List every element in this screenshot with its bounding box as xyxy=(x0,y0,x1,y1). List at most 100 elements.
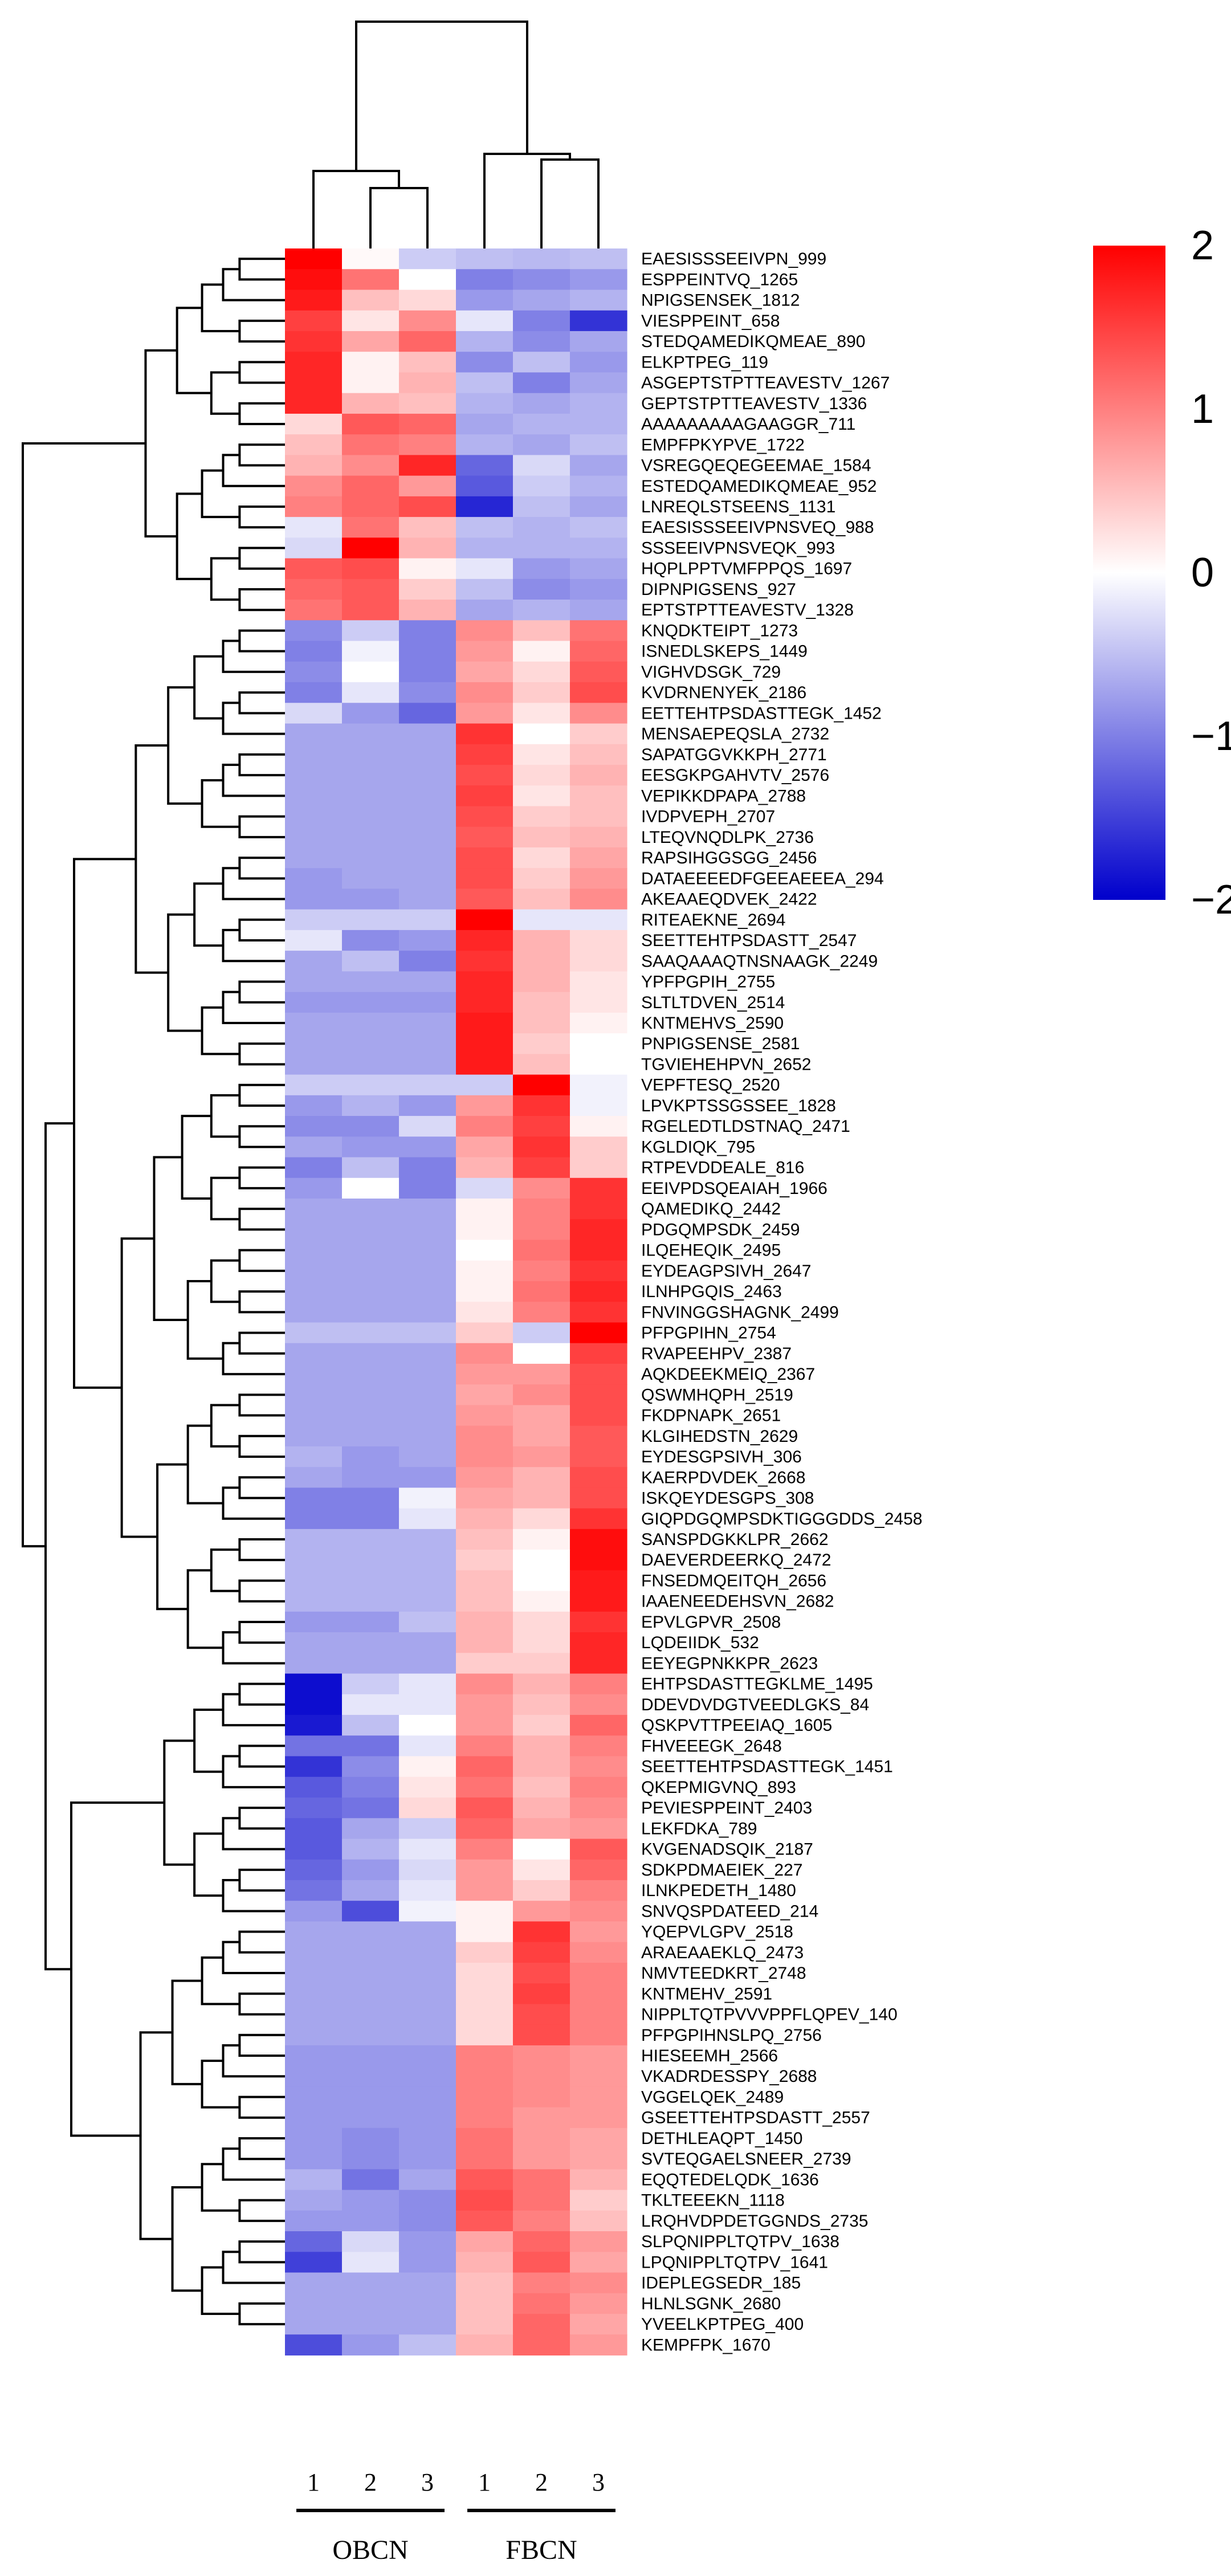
heatmap-cell xyxy=(570,393,627,414)
heatmap-cell xyxy=(513,1880,570,1901)
dendrogram-branch xyxy=(222,702,285,735)
heatmap-cell xyxy=(570,1260,627,1282)
heatmap-cell xyxy=(399,1901,456,1922)
heatmap-cell xyxy=(342,2024,400,2046)
heatmap-cell xyxy=(513,1591,570,1612)
heatmap-cell xyxy=(570,331,627,352)
heatmap-cell xyxy=(399,620,456,642)
group-label: OBCN xyxy=(332,2535,408,2565)
dendrogram-branch xyxy=(238,857,285,880)
heatmap-cell xyxy=(456,1281,513,1302)
heatmap-cell xyxy=(285,2252,343,2273)
heatmap-cell xyxy=(513,826,570,848)
row-label: LPQNIPPLTQTPV_1641 xyxy=(641,2253,828,2272)
heatmap-cell xyxy=(513,1281,570,1302)
heatmap-cell xyxy=(513,475,570,497)
heatmap-cell xyxy=(285,1611,343,1633)
heatmap-cell xyxy=(570,1942,627,1963)
dendrogram-branch xyxy=(171,1979,202,2085)
heatmap-cell xyxy=(513,1715,570,1736)
heatmap-cell xyxy=(342,578,400,600)
dendrogram-branch xyxy=(201,2060,240,2109)
heatmap-cell xyxy=(456,537,513,559)
heatmap-cell xyxy=(513,1012,570,1034)
heatmap-cell xyxy=(570,909,627,931)
heatmap-cell xyxy=(513,1839,570,1860)
heatmap-cell xyxy=(399,600,456,621)
dendrogram-branch xyxy=(238,1868,285,1892)
heatmap-cell xyxy=(570,1756,627,1778)
dendrogram-branch xyxy=(193,1832,223,1897)
heatmap-cell xyxy=(342,661,400,683)
heatmap-cell xyxy=(285,372,343,394)
column-label: 2 xyxy=(535,2468,548,2496)
row-label: FNVINGGSHAGNK_2499 xyxy=(641,1303,839,1322)
heatmap-cell xyxy=(285,2086,343,2108)
dendrogram-branch xyxy=(186,1280,223,1360)
heatmap-cell xyxy=(399,847,456,869)
heatmap-cell xyxy=(399,1611,456,1633)
heatmap-cell xyxy=(399,2004,456,2025)
heatmap-cell xyxy=(399,248,456,270)
dendrogram-branch xyxy=(210,1259,240,1303)
heatmap-cell xyxy=(570,372,627,394)
heatmap-cell xyxy=(570,2066,627,2087)
dendrogram-branch xyxy=(193,882,223,947)
heatmap-cell xyxy=(456,1529,513,1550)
heatmap-cell xyxy=(399,1756,456,1778)
heatmap-cell xyxy=(342,1694,400,1715)
row-label: QAMEDIKQ_2442 xyxy=(641,1200,781,1218)
heatmap-cell xyxy=(570,1384,627,1406)
row-label: KLGIHEDSTN_2629 xyxy=(641,1427,798,1446)
heatmap-cell xyxy=(342,2045,400,2066)
heatmap-cell xyxy=(342,1405,400,1426)
heatmap-cell xyxy=(342,992,400,1013)
row-label: KEMPFPK_1670 xyxy=(641,2335,771,2354)
dendrogram-branch xyxy=(163,1739,195,1866)
heatmap-cell xyxy=(570,1095,627,1116)
dendrogram-branch xyxy=(238,2240,285,2264)
row-label: FNSEDMQEITQH_2656 xyxy=(641,1571,826,1590)
heatmap-cell xyxy=(513,868,570,890)
heatmap-cell xyxy=(399,765,456,786)
heatmap-cell xyxy=(456,1901,513,1922)
heatmap-cell xyxy=(456,909,513,931)
row-label: ESPPEINTVQ_1265 xyxy=(641,270,798,289)
heatmap-cell xyxy=(342,1673,400,1695)
heatmap-cell xyxy=(285,703,343,724)
row-label: PDGQMPSDK_2459 xyxy=(641,1220,800,1239)
heatmap-cell xyxy=(399,1818,456,1840)
dendrogram-branch xyxy=(238,1930,285,1954)
row-label: EHTPSDASTTEGKLME_1495 xyxy=(641,1675,873,1694)
dendrogram-branch xyxy=(222,991,285,1024)
heatmap-cell xyxy=(513,310,570,332)
heatmap-cell xyxy=(456,2045,513,2066)
heatmap-cell xyxy=(285,1735,343,1757)
heatmap-cell xyxy=(399,2169,456,2191)
heatmap-cell xyxy=(456,1942,513,1963)
heatmap-cell xyxy=(570,1508,627,1530)
heatmap-cell xyxy=(399,1591,456,1612)
heatmap-cell xyxy=(342,930,400,951)
heatmap-cell xyxy=(513,1921,570,1943)
heatmap-cell xyxy=(285,2169,343,2191)
row-label: LTEQVNQDLPK_2736 xyxy=(641,828,814,847)
heatmap-cell xyxy=(399,2149,456,2170)
heatmap-cell xyxy=(513,558,570,580)
dendrogram-branch xyxy=(144,349,177,538)
heatmap-cell xyxy=(570,413,627,435)
dendrogram-branch xyxy=(238,2302,285,2326)
dendrogram-branch xyxy=(238,1476,285,1499)
row-label: KNQDKTEIPT_1273 xyxy=(641,621,798,640)
heatmap-cell xyxy=(456,1570,513,1592)
heatmap-cell xyxy=(456,826,513,848)
heatmap-cell xyxy=(285,1219,343,1241)
row-label: KVGENADSQIK_2187 xyxy=(641,1840,813,1859)
heatmap-cell xyxy=(399,971,456,993)
heatmap-cell xyxy=(456,1818,513,1840)
heatmap-cell xyxy=(456,2169,513,2191)
dendrogram-branch xyxy=(238,691,285,715)
row-label: TKLTEEEKN_1118 xyxy=(641,2191,785,2210)
heatmap-cell xyxy=(513,992,570,1013)
heatmap-cell xyxy=(285,434,343,455)
